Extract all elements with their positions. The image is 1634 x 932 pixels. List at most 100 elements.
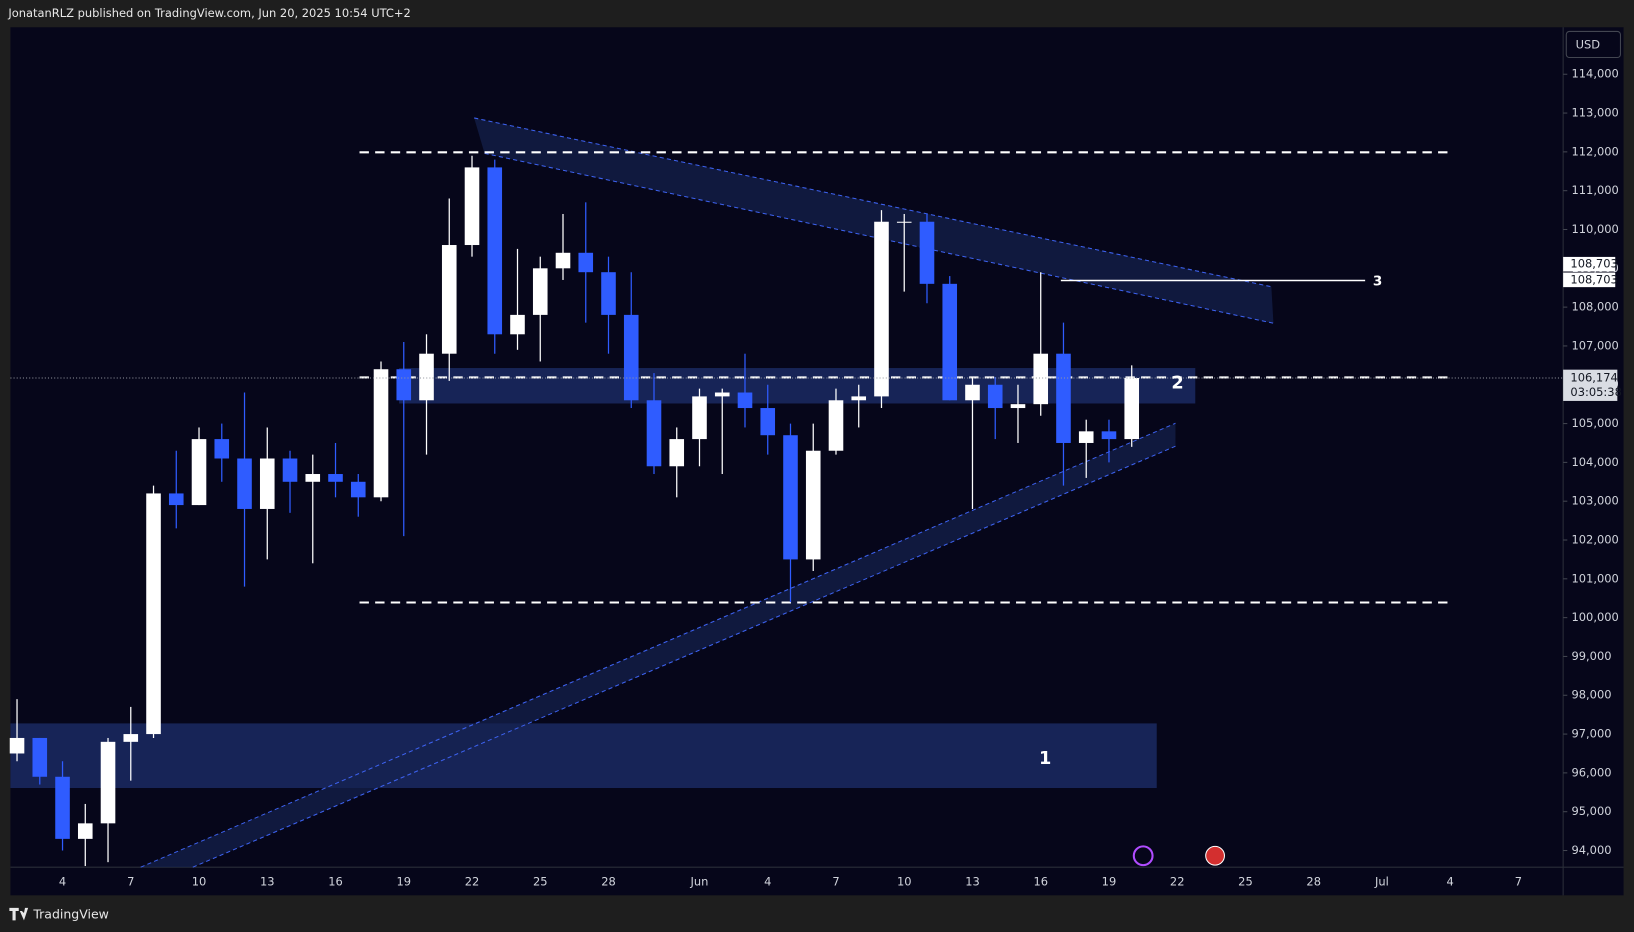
x-tick-label: 10 xyxy=(192,874,207,888)
candle-body xyxy=(1033,353,1049,405)
y-tick-label: 111,000 xyxy=(1571,183,1618,197)
currency-box xyxy=(1565,30,1621,59)
candle-body xyxy=(942,283,958,401)
candle-body xyxy=(1101,431,1117,440)
candle-body xyxy=(32,737,48,777)
annotation: 1 xyxy=(1039,749,1051,769)
candle-body xyxy=(305,474,321,482)
candle-body xyxy=(328,474,343,482)
candle-body xyxy=(623,314,639,401)
x-tick-label: 4 xyxy=(764,874,771,888)
annotation: 2 xyxy=(1171,374,1183,394)
candle-body xyxy=(282,458,298,482)
icon xyxy=(1205,845,1225,866)
candle-body xyxy=(760,408,776,436)
marker-box xyxy=(1563,272,1616,288)
y-tick-label: 101,000 xyxy=(1571,571,1618,585)
x-tick-label: 16 xyxy=(1033,874,1048,888)
candle-body xyxy=(419,353,434,401)
zone-1 xyxy=(10,723,1157,789)
candle-body xyxy=(851,396,867,401)
header: JonatanRLZ published on TradingView.com,… xyxy=(7,6,410,20)
candle-body xyxy=(77,823,93,839)
candle-body xyxy=(9,737,25,754)
candle-body xyxy=(965,384,980,401)
candle-body xyxy=(919,221,935,284)
candle-body xyxy=(55,776,70,839)
candle-body xyxy=(714,392,730,397)
y-tick-label: 112,000 xyxy=(1571,144,1618,158)
plot: 94,000 95,000 96,000 97,000 98,000 99,000 100,… xyxy=(9,67,1622,888)
x-tick-label: 13 xyxy=(260,874,275,888)
candle-body xyxy=(464,167,480,246)
candle-body xyxy=(1010,404,1026,409)
annotation: 3 xyxy=(1373,274,1382,290)
x-tick-label: 28 xyxy=(601,874,616,888)
x-tick-label: 22 xyxy=(1170,874,1185,888)
y-tick-label: 104,000 xyxy=(1571,455,1618,469)
candle-body xyxy=(555,252,571,269)
candle-body xyxy=(168,493,184,506)
candle-body xyxy=(874,221,889,397)
candle-body xyxy=(1056,353,1071,443)
candle-body xyxy=(1124,377,1140,440)
candle-body xyxy=(896,221,912,223)
x-tick-label: 7 xyxy=(1515,874,1522,888)
x-tick-label: 19 xyxy=(396,874,411,888)
marker-label: 108,703 xyxy=(1570,272,1617,286)
icon xyxy=(1132,845,1154,867)
zone-2 xyxy=(399,368,1196,404)
marker-box xyxy=(1563,256,1616,272)
candle-body xyxy=(532,268,548,315)
candle-body xyxy=(783,435,798,560)
candle-body xyxy=(601,272,616,315)
x-tick-label: Jul xyxy=(1374,874,1389,888)
candle-body xyxy=(441,245,457,354)
candle-body xyxy=(373,369,389,498)
upper-channel xyxy=(474,117,1274,324)
candle-body xyxy=(191,439,207,506)
candle-body xyxy=(100,741,116,824)
y-tick-label: 105,000 xyxy=(1571,416,1618,430)
candle-body xyxy=(805,450,821,560)
candle-body xyxy=(669,439,685,467)
candle-body xyxy=(259,458,275,509)
candle-body xyxy=(646,400,662,467)
candle-body xyxy=(987,384,1003,409)
countdown: 03:05:38 xyxy=(1570,385,1621,399)
x-tick-label: 25 xyxy=(1238,874,1253,888)
x-tick-label: 19 xyxy=(1102,874,1117,888)
x-tick-label: 28 xyxy=(1306,874,1321,888)
x-tick-label: 13 xyxy=(965,874,980,888)
candle-body xyxy=(146,493,161,735)
footer: TradingView xyxy=(32,907,109,922)
y-tick-label: 107,000 xyxy=(1571,338,1618,352)
last-price-box xyxy=(1563,369,1618,401)
y-tick-label: 102,000 xyxy=(1571,533,1618,547)
logo xyxy=(9,907,29,921)
candle-body xyxy=(487,167,503,335)
candle-body xyxy=(1078,431,1094,443)
channel-line xyxy=(140,422,1176,868)
y-tick-label: 95,000 xyxy=(1571,804,1611,818)
y-tick-label: 108,000 xyxy=(1571,300,1618,314)
y-tick-label: 113,000 xyxy=(1571,106,1618,120)
y-tick-label: 97,000 xyxy=(1571,727,1611,741)
x-tick-label: 4 xyxy=(59,874,66,888)
y-tick-label: 100,000 xyxy=(1571,610,1618,624)
x-tick-label: Jun xyxy=(690,874,709,888)
candle-body xyxy=(396,369,412,401)
footer-bar xyxy=(0,896,1634,932)
candle-body xyxy=(237,458,252,509)
x-tick-label: 4 xyxy=(1447,874,1454,888)
y-tick-label: 114,000 xyxy=(1571,67,1618,81)
candle-body xyxy=(123,734,139,742)
y-tick-label: 96,000 xyxy=(1571,765,1611,779)
y-tick-label: 98,000 xyxy=(1571,688,1611,702)
x-tick-label: 22 xyxy=(465,874,480,888)
channel-line xyxy=(192,445,1176,868)
x-tick-label: 7 xyxy=(832,874,839,888)
last-price-label: 106,174 xyxy=(1570,370,1617,384)
